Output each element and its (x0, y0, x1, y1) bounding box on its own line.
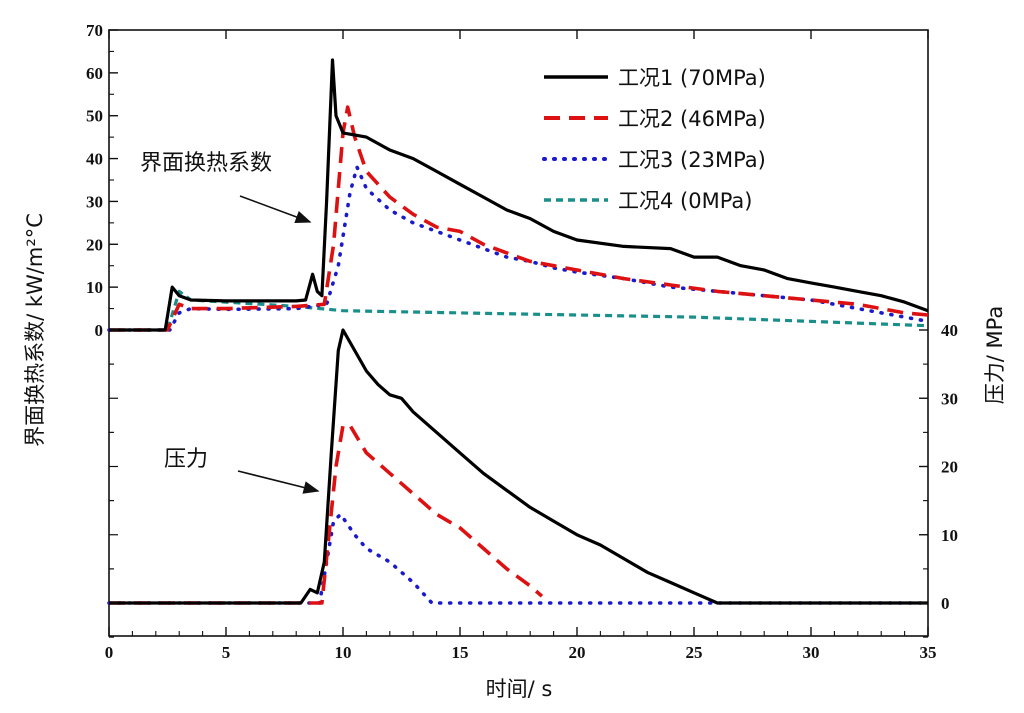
x-tick-label: 30 (803, 643, 820, 662)
x-tick-label: 0 (105, 643, 114, 662)
y-left-tick-label: 40 (86, 150, 103, 169)
y-left-tick-label: 60 (86, 64, 103, 83)
annotation-htc-label: 界面换热系数 (140, 151, 272, 176)
y-right-tick-label: 0 (941, 594, 950, 613)
series-htc--4-0mpa- (109, 289, 929, 332)
axes-frame (108, 29, 929, 637)
x-tick-label: 35 (920, 643, 937, 662)
legend: 工况1 (70MPa) 工况2 (46MPa) 工况3 (23MPa) 工况4 (0M… (542, 66, 766, 213)
series-pressure--1-70mpa- (109, 328, 928, 605)
y-right-tick-label: 40 (941, 321, 958, 340)
annotation-pressure: 压力 (164, 447, 320, 494)
series-pressure--2-46mpa- (109, 423, 544, 605)
x-axis-title: 时间/ s (486, 677, 553, 701)
y-left-tick-label: 50 (86, 107, 103, 126)
x-tick-label: 5 (222, 643, 231, 662)
y-left-tick-label: 0 (95, 321, 104, 340)
annotation-pressure-label: 压力 (164, 447, 208, 472)
x-tick-label: 10 (335, 643, 352, 662)
series-pressure--3-23mpa- (107, 512, 930, 605)
series-htc--3-23mpa- (107, 165, 930, 332)
x-tick-label: 25 (686, 643, 703, 662)
y-left-tick-label: 20 (86, 235, 103, 254)
plot-frame (108, 29, 929, 637)
series-htc--2-46mpa- (109, 105, 929, 332)
legend-label--4-0mpa-: 工况4 (0MPa) (618, 189, 753, 213)
legend-label--2-46mpa-: 工况2 (46MPa) (618, 107, 766, 131)
x-tick-label: 20 (569, 643, 586, 662)
legend-label--3-23mpa-: 工况3 (23MPa) (618, 148, 766, 172)
annotation-pressure-arrow (237, 470, 320, 494)
y-left-tick-label: 30 (86, 192, 103, 211)
y-axis-title-right: 压力/ MPa (983, 306, 1007, 404)
ticks-layer: 0 5 10 15 20 25 30 35 0 10 20 30 40 50 60 70 0 10 20 30 40 (86, 21, 958, 662)
series-htc--1-70mpa- (109, 58, 929, 332)
y-axis-title-left: 界面换热系数/ kW/m²°C (23, 213, 47, 447)
y-right-tick-label: 20 (941, 458, 958, 477)
legend-label--1-70mpa-: 工况1 (70MPa) (618, 66, 766, 90)
annotation-htc-arrow (239, 195, 312, 223)
series-layer (107, 58, 930, 605)
x-tick-label: 15 (452, 643, 469, 662)
y-left-tick-label: 10 (86, 278, 103, 297)
y-right-tick-label: 10 (941, 526, 958, 545)
y-right-tick-label: 30 (941, 389, 958, 408)
annotation-htc: 界面换热系数 (140, 151, 312, 223)
y-left-tick-label: 70 (86, 21, 103, 40)
